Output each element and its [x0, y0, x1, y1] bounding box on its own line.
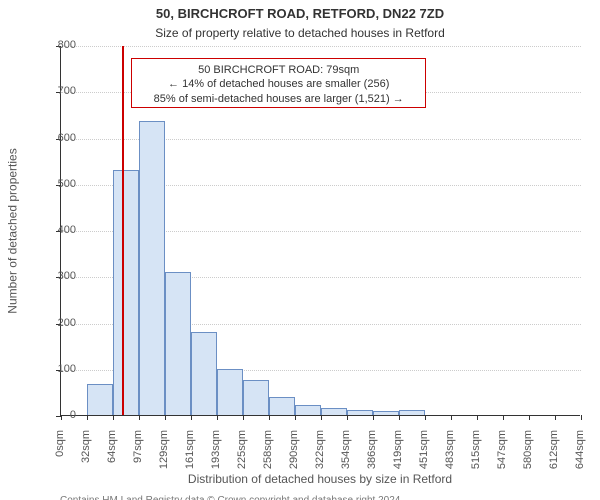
x-tick — [503, 415, 504, 420]
x-tick — [581, 415, 582, 420]
x-tick — [399, 415, 400, 420]
y-tick-label: 500 — [36, 178, 76, 190]
x-tick-label: 32sqm — [80, 430, 92, 490]
x-tick-label: 97sqm — [132, 430, 144, 490]
annotation-line1: 50 BIRCHCROFT ROAD: 79sqm — [138, 63, 419, 77]
x-tick — [87, 415, 88, 420]
gridline — [61, 46, 581, 47]
footer-attribution: Contains HM Land Registry data © Crown c… — [60, 494, 580, 500]
x-tick — [139, 415, 140, 420]
histogram-bar — [191, 332, 217, 415]
x-tick-label: 419sqm — [392, 430, 404, 490]
histogram-bar — [321, 408, 347, 415]
y-tick-label: 300 — [36, 270, 76, 282]
x-tick-label: 547sqm — [496, 430, 508, 490]
y-tick-label: 600 — [36, 132, 76, 144]
histogram-bar — [165, 272, 191, 415]
histogram-bar — [139, 121, 165, 415]
x-tick-label: 193sqm — [210, 430, 222, 490]
x-tick-label: 580sqm — [522, 430, 534, 490]
y-axis-label-text: Number of detached properties — [6, 148, 20, 313]
chart-title-line2: Size of property relative to detached ho… — [0, 26, 600, 40]
x-tick — [555, 415, 556, 420]
x-tick — [295, 415, 296, 420]
histogram-bar — [87, 384, 113, 415]
histogram-bar — [269, 397, 295, 416]
x-tick-label: 129sqm — [158, 430, 170, 490]
x-tick — [373, 415, 374, 420]
annotation-box: 50 BIRCHCROFT ROAD: 79sqm← 14% of detach… — [131, 58, 426, 108]
plot-area-wrapper: 50 BIRCHCROFT ROAD: 79sqm← 14% of detach… — [60, 46, 580, 416]
y-tick-label: 0 — [36, 409, 76, 421]
x-tick-label: 322sqm — [314, 430, 326, 490]
x-tick — [269, 415, 270, 420]
histogram-bar — [295, 405, 321, 415]
x-tick-label: 354sqm — [340, 430, 352, 490]
chart-container: 50, BIRCHCROFT ROAD, RETFORD, DN22 7ZD S… — [0, 0, 600, 500]
x-tick-label: 225sqm — [236, 430, 248, 490]
x-tick-label: 161sqm — [184, 430, 196, 490]
x-tick — [113, 415, 114, 420]
histogram-bar — [217, 369, 243, 415]
property-marker-line — [122, 46, 124, 415]
x-tick — [347, 415, 348, 420]
x-tick — [165, 415, 166, 420]
x-tick-label: 451sqm — [418, 430, 430, 490]
x-tick — [529, 415, 530, 420]
chart-title-line1: 50, BIRCHCROFT ROAD, RETFORD, DN22 7ZD — [0, 6, 600, 21]
histogram-bar — [399, 410, 425, 415]
x-tick-label: 0sqm — [54, 430, 66, 490]
x-tick-label: 64sqm — [106, 430, 118, 490]
plot-area: 50 BIRCHCROFT ROAD: 79sqm← 14% of detach… — [60, 46, 580, 416]
x-tick-label: 290sqm — [288, 430, 300, 490]
y-tick-label: 100 — [36, 363, 76, 375]
x-tick-label: 515sqm — [470, 430, 482, 490]
y-axis-label: Number of detached properties — [4, 46, 22, 416]
y-tick-label: 800 — [36, 39, 76, 51]
x-tick-label: 258sqm — [262, 430, 274, 490]
x-tick — [451, 415, 452, 420]
histogram-bar — [347, 410, 373, 415]
x-tick — [243, 415, 244, 420]
x-tick — [321, 415, 322, 420]
x-tick — [191, 415, 192, 420]
x-tick-label: 644sqm — [574, 430, 586, 490]
histogram-bar — [373, 411, 399, 415]
y-tick-label: 700 — [36, 85, 76, 97]
x-tick — [425, 415, 426, 420]
histogram-bar — [243, 380, 269, 415]
annotation-line2: ← 14% of detached houses are smaller (25… — [138, 77, 419, 91]
x-tick — [217, 415, 218, 420]
y-tick-label: 200 — [36, 317, 76, 329]
x-tick-label: 483sqm — [444, 430, 456, 490]
y-tick-label: 400 — [36, 224, 76, 236]
x-tick — [477, 415, 478, 420]
footer-line1: Contains HM Land Registry data © Crown c… — [60, 494, 580, 500]
x-tick-label: 612sqm — [548, 430, 560, 490]
histogram-bar — [113, 170, 139, 415]
annotation-line3: 85% of semi-detached houses are larger (… — [138, 92, 419, 106]
x-tick-label: 386sqm — [366, 430, 378, 490]
